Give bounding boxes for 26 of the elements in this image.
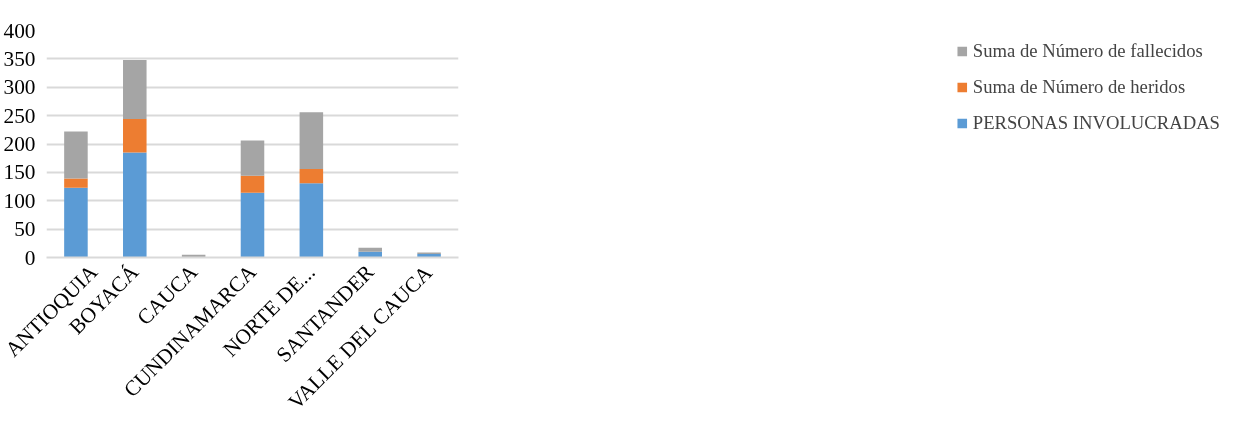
bar [123,119,147,153]
bar [240,175,265,193]
bar [64,178,88,188]
y-tick-label: 350 [3,46,36,71]
bar [358,247,382,252]
bar [240,192,265,258]
y-tick-label: 150 [3,160,36,185]
y-tick-label: 200 [3,132,36,156]
bar [240,140,265,176]
bar [123,60,147,120]
legend-label: Suma de Número de fallecidos [972,40,1203,62]
bar [64,187,88,258]
bar [64,131,88,179]
y-tick-label: 250 [3,103,36,128]
bar [299,112,324,169]
y-tick-label: 400 [3,18,36,43]
y-tick-label: 300 [3,75,36,100]
bar [299,183,324,258]
bar [123,152,147,258]
bar [358,251,382,258]
legend-label: PERSONAS INVOLUCRADAS [972,112,1220,134]
legend-label: Suma de Número de heridos [972,76,1186,98]
y-tick-label: 100 [3,188,36,213]
y-tick-label: 50 [14,217,36,242]
bar [299,168,324,184]
y-tick-label: 0 [24,245,36,270]
